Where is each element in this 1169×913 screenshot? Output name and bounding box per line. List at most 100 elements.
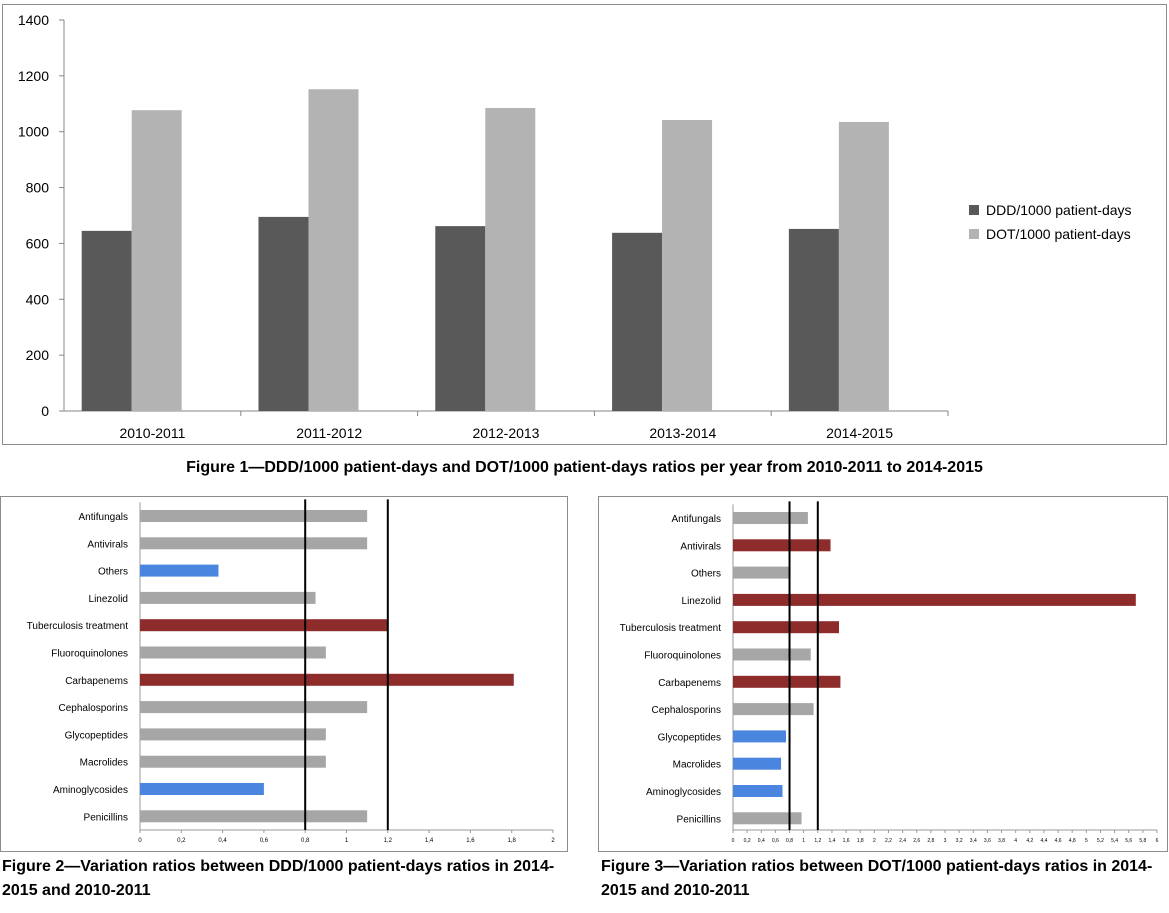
fig3-bar: [733, 785, 783, 797]
fig3-x-tick-label: 4,2: [1026, 838, 1033, 844]
fig3-x-tick-label: 2: [873, 838, 876, 844]
y-tick-label: 1400: [18, 12, 49, 28]
fig3-category-label: Others: [691, 569, 721, 580]
figure-1-frame: [2, 4, 1167, 445]
x-tick-label: 2010-2011: [119, 425, 185, 441]
y-tick-label: 600: [26, 235, 50, 251]
fig3-x-tick-label: 5: [1085, 838, 1088, 844]
fig3-x-tick-label: 5,2: [1097, 838, 1104, 844]
fig3-category-label: Fluoroquinolones: [644, 651, 721, 662]
y-tick-label: 400: [26, 291, 50, 307]
bar-ddd: [435, 226, 486, 411]
bar-ddd: [612, 232, 663, 411]
x-tick-label: 2012-2013: [473, 425, 540, 441]
fig2-bar: [140, 591, 316, 604]
fig3-bar: [733, 730, 786, 743]
fig2-x-tick-label: 1,6: [466, 838, 475, 844]
fig3-x-tick-label: 3: [944, 838, 947, 844]
bar-dot: [308, 89, 359, 412]
fig2-x-tick-label: 1: [345, 838, 349, 844]
legend-label: DDD/1000 patient-days: [986, 202, 1132, 218]
fig3-x-tick-label: 2,8: [927, 838, 934, 844]
fig3-category-label: Tuberculosis treatment: [620, 623, 722, 634]
fig3-category-label: Antifungals: [672, 514, 721, 525]
fig2-bar: [140, 728, 326, 741]
fig3-category-label: Antivirals: [680, 541, 721, 552]
fig3-x-tick-label: 4: [1014, 838, 1017, 844]
fig2-category-label: Penicillins: [84, 812, 128, 823]
y-tick-label: 0: [41, 403, 49, 419]
fig2-x-tick-label: 0,8: [301, 838, 310, 844]
figure-3-frame: [598, 496, 1168, 852]
fig3-x-tick-label: 1,4: [828, 838, 835, 844]
fig3-category-label: Carbapenems: [658, 678, 721, 689]
fig3-bar: [733, 539, 831, 552]
fig3-category-label: Glycopeptides: [658, 732, 721, 743]
fig3-x-tick-label: 4,8: [1069, 838, 1076, 844]
fig2-x-tick-label: 1,8: [508, 838, 517, 844]
fig2-bar: [140, 701, 368, 714]
fig3-x-tick-label: 3,8: [998, 838, 1005, 844]
fig3-bar: [733, 675, 841, 688]
fig3-x-tick-label: 1,8: [857, 838, 864, 844]
x-tick-label: 2014-2015: [826, 425, 893, 441]
fig3-x-tick-label: 0,6: [772, 838, 779, 844]
y-tick-label: 1000: [18, 124, 49, 140]
fig2-category-label: Antivirals: [87, 539, 128, 550]
bar-ddd: [81, 230, 132, 411]
fig2-category-label: Others: [98, 567, 128, 578]
fig3-x-tick-label: 0,8: [786, 838, 793, 844]
fig2-bar: [140, 564, 219, 577]
fig3-x-tick-label: 3,6: [984, 838, 991, 844]
fig3-x-tick-label: 2,4: [899, 838, 906, 844]
fig3-x-tick-label: 0,2: [744, 838, 751, 844]
fig2-bar: [140, 646, 326, 659]
fig3-x-tick-label: 5,4: [1111, 838, 1118, 844]
fig2-bar: [140, 755, 326, 768]
fig3-bar: [733, 593, 1136, 606]
fig3-x-tick-label: 1,2: [814, 838, 821, 844]
legend-swatch: [969, 205, 979, 215]
fig2-bar: [140, 783, 264, 795]
x-tick-label: 2011-2012: [296, 425, 362, 441]
fig2-category-label: Linezolid: [89, 594, 128, 605]
fig2-category-label: Fluoroquinolones: [51, 649, 128, 660]
fig3-x-tick-label: 5,8: [1139, 838, 1146, 844]
fig3-bar: [733, 812, 802, 825]
legend-label: DOT/1000 patient-days: [986, 226, 1131, 242]
fig3-bar: [733, 566, 790, 579]
fig2-x-tick-label: 0,4: [218, 838, 227, 844]
fig3-x-tick-label: 2,6: [913, 838, 920, 844]
fig3-category-label: Aminoglycosides: [646, 787, 721, 798]
fig3-bar: [733, 621, 839, 634]
fig3-x-tick-label: 5,6: [1125, 838, 1132, 844]
fig3-bar: [733, 512, 808, 524]
bar-dot: [662, 119, 713, 411]
fig2-bar: [140, 537, 368, 550]
y-tick-label: 200: [26, 347, 50, 363]
fig2-bar: [140, 510, 368, 522]
fig2-category-label: Cephalosporins: [59, 703, 129, 714]
fig2-x-tick-label: 0,2: [177, 838, 186, 844]
fig2-x-tick-label: 0,6: [260, 838, 269, 844]
fig3-x-tick-label: 4,4: [1040, 838, 1047, 844]
fig3-bar: [733, 703, 814, 716]
fig3-x-tick-label: 1: [802, 838, 805, 844]
fig3-x-tick-label: 0,4: [758, 838, 765, 844]
fig3-category-label: Penicillins: [677, 814, 721, 825]
fig2-category-label: Tuberculosis treatment: [27, 621, 129, 632]
fig3-category-label: Cephalosporins: [652, 705, 722, 716]
fig2-x-tick-label: 0: [138, 838, 142, 844]
x-tick-label: 2013-2014: [649, 425, 716, 441]
fig2-category-label: Macrolides: [80, 758, 128, 769]
fig3-x-tick-label: 0: [732, 838, 735, 844]
fig3-category-label: Linezolid: [682, 596, 721, 607]
fig2-bar: [140, 673, 514, 686]
y-tick-label: 800: [26, 180, 50, 196]
fig2-category-label: Carbapenems: [65, 676, 128, 687]
fig2-x-tick-label: 2: [551, 838, 555, 844]
bar-dot: [838, 121, 889, 412]
fig2-category-label: Glycopeptides: [65, 730, 128, 741]
figure-3-caption: Figure 3—Variation ratios between DOT/10…: [601, 858, 1153, 899]
